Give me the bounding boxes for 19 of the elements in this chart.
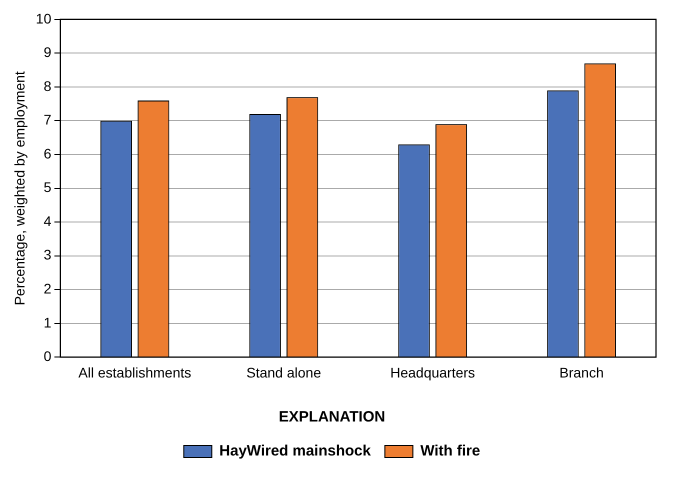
- legend-label: With fire: [420, 442, 480, 460]
- y-tick-label: 1: [44, 314, 52, 330]
- y-tick-label: 3: [44, 246, 52, 263]
- x-tick-label: Stand alone: [246, 364, 322, 380]
- x-tick-label: Branch: [559, 364, 604, 380]
- y-tick-label: 0: [44, 348, 52, 364]
- y-tick-label: 9: [44, 44, 52, 60]
- y-tick-label: 6: [44, 145, 52, 162]
- legend-label: HayWired mainshock: [219, 442, 372, 460]
- y-tick-label: 4: [44, 212, 52, 229]
- y-tick-label: 10: [36, 10, 52, 26]
- legend-title: EXPLANATION: [278, 408, 386, 426]
- y-axis-title: Percentage, weighted by employment: [11, 71, 28, 306]
- y-tick-label: 7: [44, 112, 52, 128]
- x-tick-label: All establishments: [78, 364, 192, 380]
- x-tick-label: Headquarters: [390, 364, 476, 380]
- y-tick-label: 8: [44, 78, 52, 94]
- y-tick-label: 2: [44, 280, 52, 296]
- y-tick-label: 5: [44, 179, 52, 196]
